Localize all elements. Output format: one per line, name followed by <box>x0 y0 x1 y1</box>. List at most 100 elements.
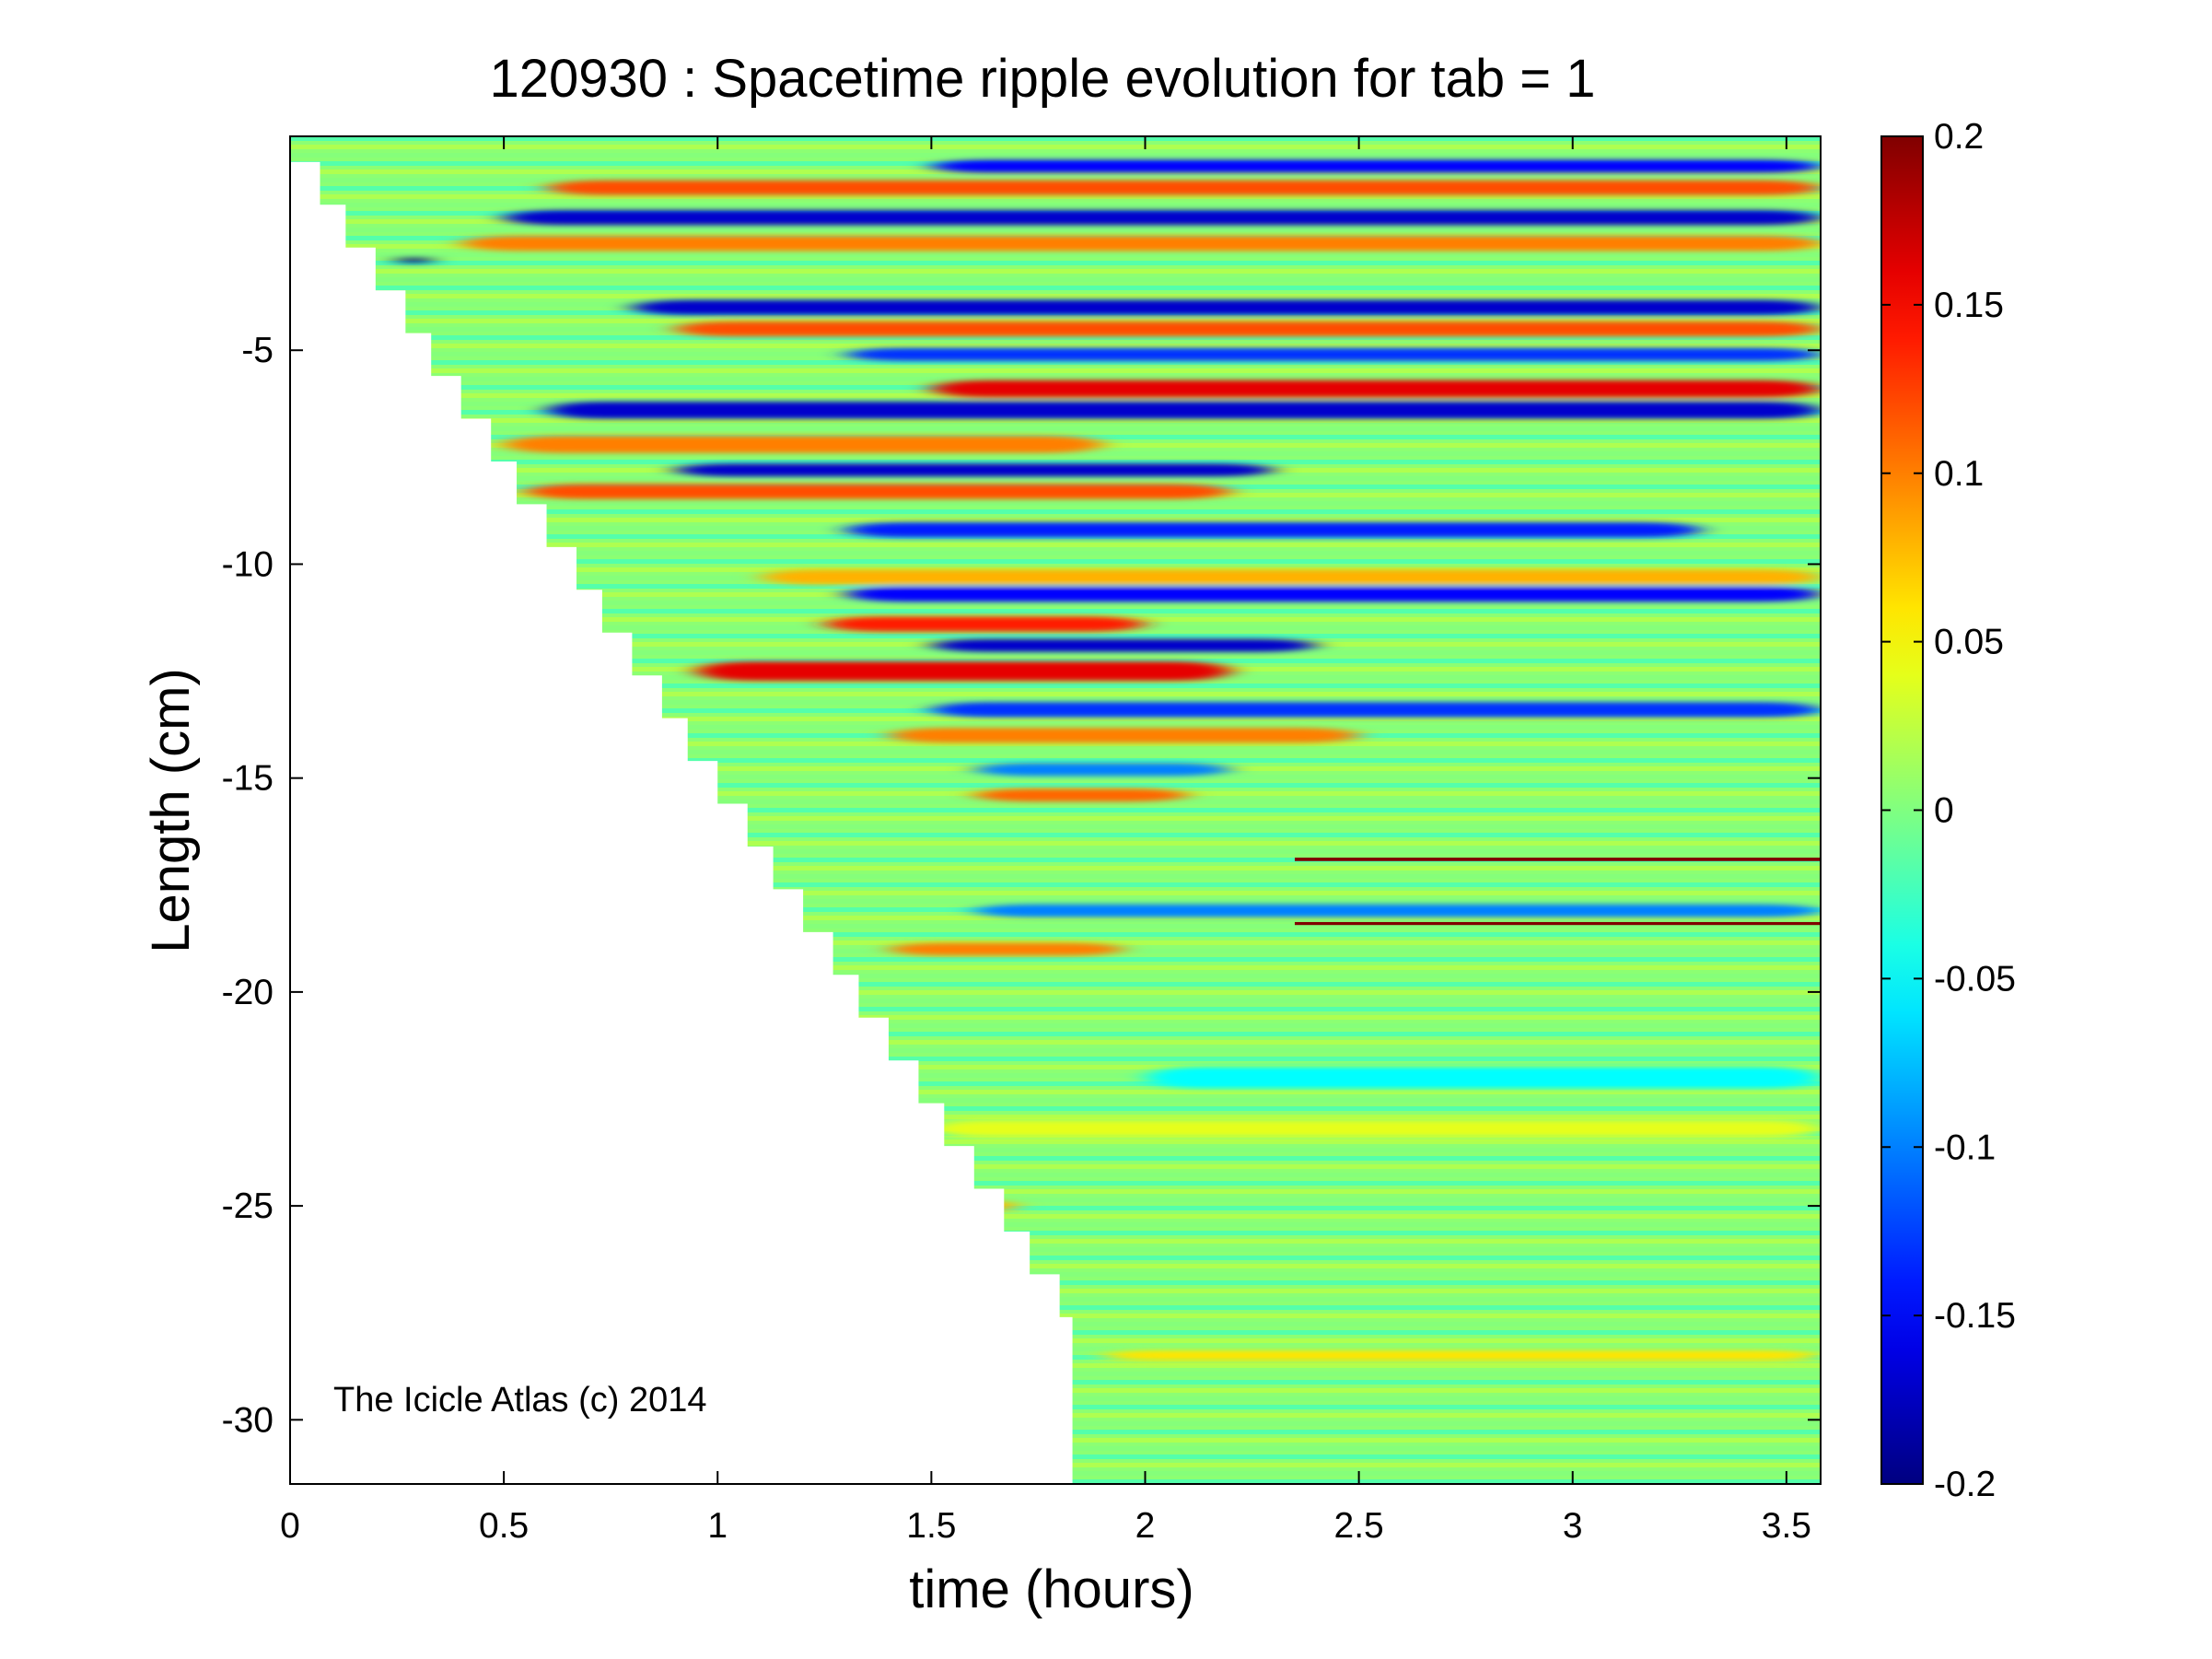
copyright-annotation: The Icicle Atlas (c) 2014 <box>333 1381 707 1419</box>
texture-stripe <box>290 203 1821 207</box>
texture-stripe <box>290 916 1821 920</box>
y-tick-label: -30 <box>222 1400 274 1440</box>
texture-stripe <box>290 1032 1821 1036</box>
colorbar-tick-label: -0.15 <box>1934 1296 2016 1336</box>
texture-stripe <box>290 783 1821 788</box>
ripple-band <box>1145 1067 1821 1089</box>
texture-stripe <box>290 1073 1821 1078</box>
x-tick-label: 2 <box>1135 1506 1156 1546</box>
texture-stripe <box>290 1148 1821 1152</box>
texture-stripe <box>290 451 1821 456</box>
texture-stripe <box>290 518 1821 522</box>
texture-stripe <box>290 974 1821 978</box>
ripple-band <box>760 569 1821 585</box>
texture-stripe <box>290 1189 1821 1194</box>
ripple-band <box>888 728 1359 743</box>
texture-stripe <box>290 1048 1821 1053</box>
texture-stripe <box>290 650 1821 655</box>
heatmap <box>290 136 1821 1484</box>
sharp-ripple-band <box>1294 858 1821 861</box>
ripple-band <box>931 1120 1821 1138</box>
texture-stripe <box>290 999 1821 1003</box>
texture-stripe <box>290 816 1821 821</box>
texture-stripe <box>290 252 1821 257</box>
texture-stripe <box>290 899 1821 904</box>
ripple-band <box>632 299 1821 315</box>
texture-stripe <box>290 692 1821 696</box>
colorbar-tick-label: -0.05 <box>1934 959 2016 999</box>
texture-stripe <box>290 965 1821 970</box>
texture-stripe <box>290 1247 1821 1252</box>
ripple-band <box>504 210 1821 226</box>
texture-stripe <box>290 418 1821 423</box>
texture-stripe <box>290 584 1821 589</box>
texture-stripe <box>290 368 1821 373</box>
texture-stripe <box>290 294 1821 298</box>
texture-stripe <box>290 634 1821 638</box>
texture-stripe <box>290 476 1821 481</box>
x-tick-label: 1 <box>707 1506 728 1546</box>
texture-stripe <box>290 659 1821 663</box>
texture-stripe <box>290 178 1821 182</box>
texture-stripe <box>290 1198 1821 1202</box>
texture-stripe <box>290 1057 1821 1061</box>
texture-stripe <box>290 559 1821 564</box>
x-axis-label: time (hours) <box>909 1560 1193 1619</box>
texture-stripe <box>290 725 1821 730</box>
texture-stripe <box>290 1023 1821 1028</box>
texture-stripe <box>290 742 1821 746</box>
texture-stripe <box>290 982 1821 987</box>
plot-frame <box>289 135 1822 1485</box>
texture-stripe <box>290 335 1821 340</box>
texture-stripe <box>290 1214 1821 1219</box>
texture-stripe <box>290 136 1821 141</box>
ripple-band <box>888 942 1124 956</box>
texture-stripe <box>290 800 1821 804</box>
texture-stripe <box>290 145 1821 149</box>
texture-stripe <box>290 1115 1821 1119</box>
colorbar-tick-label: 0.1 <box>1934 454 1984 494</box>
ripple-band <box>460 235 1821 251</box>
texture-stripe <box>290 874 1821 879</box>
ripple-band <box>546 180 1821 195</box>
texture-stripe <box>290 460 1821 464</box>
texture-stripe <box>290 1015 1821 1020</box>
y-axis-ticks: -5 -10 -15 -20 -25 -30 <box>222 331 1821 1440</box>
ripple-band <box>931 638 1317 652</box>
y-tick-label: -25 <box>222 1186 274 1226</box>
y-tick-label: -5 <box>241 331 274 370</box>
texture-stripe <box>290 758 1821 763</box>
texture-stripe <box>290 1206 1821 1210</box>
texture-stripe <box>290 1264 1821 1268</box>
texture-stripe <box>290 833 1821 837</box>
sharp-bands <box>1294 858 1821 926</box>
texture-stripe <box>290 1231 1821 1235</box>
x-tick-label: 3.5 <box>1762 1506 1811 1546</box>
texture-stripe <box>290 509 1821 514</box>
texture-stripe <box>290 750 1821 754</box>
ripple-band <box>504 436 1103 453</box>
texture-stripe <box>290 194 1821 199</box>
texture-stripe <box>290 717 1821 721</box>
ripple-band <box>696 661 1231 682</box>
texture-stripe <box>290 1098 1821 1103</box>
colorbar-tick-label: 0 <box>1934 791 1954 831</box>
texture-stripe <box>290 609 1821 613</box>
x-tick-label: 3 <box>1563 1506 1583 1546</box>
ripple-band <box>1102 1349 1821 1361</box>
texture-stripe <box>290 261 1821 265</box>
texture-stripe <box>290 344 1821 348</box>
texture-stripe <box>290 543 1821 547</box>
ripple-band <box>931 159 1821 173</box>
texture-stripe <box>290 891 1821 895</box>
texture-stripe <box>290 924 1821 929</box>
texture-stripe <box>290 990 1821 995</box>
texture-stripe <box>290 824 1821 829</box>
texture-stripe <box>290 1173 1821 1177</box>
growth-front-mask <box>290 161 1073 1484</box>
texture-stripe <box>290 286 1821 290</box>
x-axis-ticks: 0 0.5 1 1.5 2 2.5 3 3.5 <box>280 136 1811 1546</box>
texture-stripe <box>290 360 1821 365</box>
texture-stripe <box>290 601 1821 605</box>
texture-stripe <box>290 153 1821 158</box>
